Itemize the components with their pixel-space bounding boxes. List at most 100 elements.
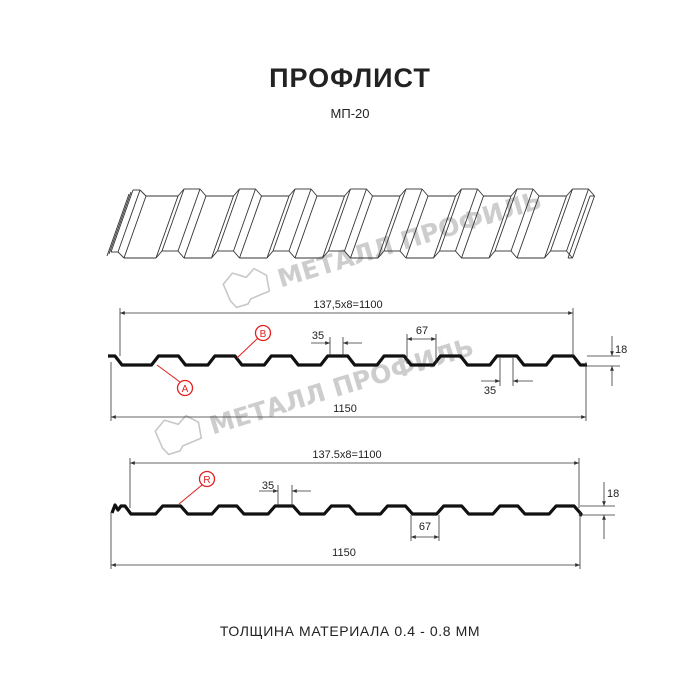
sheet-rib-line [322, 195, 345, 259]
callout-a-circle [176, 379, 194, 397]
sheet-rib-line [405, 195, 429, 259]
callout-a-label: A [182, 384, 189, 395]
width-label: 1150 [332, 547, 356, 559]
sheet-rib-line [455, 188, 478, 252]
sheet-top-edge [233, 188, 240, 197]
sheet-rib-line [516, 195, 540, 259]
sheet-rib-line [266, 195, 290, 259]
sheet-rib-line [572, 195, 595, 259]
model-subtitle: МП-20 [331, 106, 370, 121]
pitch-label: 137,5x8=1100 [313, 299, 382, 311]
sheet-rib-line [566, 188, 589, 252]
watermark-bottom: МЕТАЛЛ ПРОФИЛЬ [154, 332, 477, 456]
width-label: 1150 [333, 403, 357, 415]
valley-width-label: 67 [419, 521, 431, 533]
sheet-bottom-edge [177, 250, 185, 259]
sheet-rib-line [510, 188, 534, 252]
valley-width-label: 67 [416, 325, 428, 337]
sheet-top-edge [510, 188, 518, 197]
sheet-bottom-edge [344, 250, 351, 259]
profile-1-outline [108, 354, 587, 367]
sheet-edge-line [108, 191, 132, 255]
sheet-rib-line [117, 189, 141, 253]
top-width-label: 35 [312, 330, 324, 342]
sheet-rib-line [177, 188, 201, 252]
sheet-bottom-edge [288, 250, 296, 259]
sheet-top-edge [532, 188, 540, 197]
sheet-rib-line [123, 195, 147, 259]
sheet-bottom-edge [155, 250, 163, 259]
sheet-bottom-edge [322, 250, 329, 259]
sheet-rib-line [494, 188, 518, 252]
sheet-rib-line [288, 188, 312, 252]
material-thickness-note: ТОЛЩИНА МАТЕРИАЛА 0.4 - 0.8 ММ [220, 623, 480, 639]
top-width-label: 35 [262, 480, 274, 492]
sheet-rib-line [155, 195, 179, 259]
sheet-rib-line [567, 195, 591, 259]
sheet-rib-line [294, 195, 318, 259]
sheet-top-edge [139, 189, 147, 197]
sheet-bottom-edge [488, 250, 496, 259]
bottom-width-label: 35 [484, 385, 496, 397]
sheet-bottom-edge [433, 250, 440, 259]
profile-2-outline [110, 503, 583, 517]
profile-2: 137.5x8=1100 1150 35 67 18 R [110, 449, 619, 569]
sheet-top-edge [588, 188, 595, 197]
sheet-top-edge [288, 188, 296, 197]
sheet-rib-line [110, 189, 134, 253]
sheet-rib-line [161, 188, 185, 252]
sheet-bottom-edge [117, 251, 125, 259]
callout-r-label: R [203, 475, 210, 486]
watermark-logo-icon [154, 414, 203, 456]
sheet-rib-line [183, 195, 207, 259]
sheet-top-edge [566, 188, 573, 197]
sheet-top-edge [310, 188, 318, 197]
sheet-rib-line [239, 195, 262, 259]
sheet-rib-line [328, 188, 351, 252]
sheet-top-edge [255, 188, 262, 197]
sheet-bottom-edge [377, 250, 385, 259]
sheet-rib-line [488, 195, 512, 259]
callout-r-leader [178, 484, 203, 505]
sheet-top-edge [455, 188, 462, 197]
callout-b-leader [236, 337, 259, 359]
sheet-rib-line [544, 195, 567, 259]
sheet-rib-line [399, 188, 423, 252]
sheet-rib-line [233, 188, 256, 252]
sheet-rib-line [439, 188, 462, 252]
sheet-edge-line [106, 193, 130, 257]
sheet-top-edge [477, 188, 484, 197]
sheet-rib-line [383, 188, 407, 252]
sheet-rib-line [211, 195, 234, 259]
sheet-rib-line [350, 195, 373, 259]
sheet-rib-line [217, 188, 240, 252]
watermark-logo-icon [222, 267, 271, 309]
pitch-label: 137.5x8=1100 [312, 449, 381, 461]
callout-b-label: B [260, 329, 267, 340]
sheet-bottom-edge [510, 250, 518, 259]
height-label: 18 [615, 344, 627, 356]
sheet-bottom-edge [399, 250, 407, 259]
sheet-rib-line [272, 188, 296, 252]
callout-b-circle [254, 324, 272, 342]
callout-a-leader [156, 364, 181, 383]
sheet-bottom-edge [544, 250, 551, 259]
sheet-top-edge [421, 188, 429, 197]
sheet-rib-line [433, 195, 456, 259]
sheet-top-edge [199, 188, 207, 197]
profile-1: 137,5x8=1100 1150 35 67 35 18 B A [108, 299, 627, 421]
sheet-rib-line [550, 188, 573, 252]
sheet-bottom-edge [455, 250, 462, 259]
sheet-rib-line [461, 195, 484, 259]
sheet-top-edge [366, 188, 373, 197]
height-label: 18 [607, 488, 619, 500]
sheet-top-edge [344, 188, 351, 197]
sheet-bottom-edge [233, 250, 240, 259]
sheet-top-edge [177, 188, 185, 197]
sheet-rib-line [377, 195, 401, 259]
sheet-rib-line [344, 188, 367, 252]
callout-r-circle [198, 470, 216, 488]
sheet-top-edge [399, 188, 407, 197]
page-title: ПРОФЛИСТ [269, 63, 431, 93]
